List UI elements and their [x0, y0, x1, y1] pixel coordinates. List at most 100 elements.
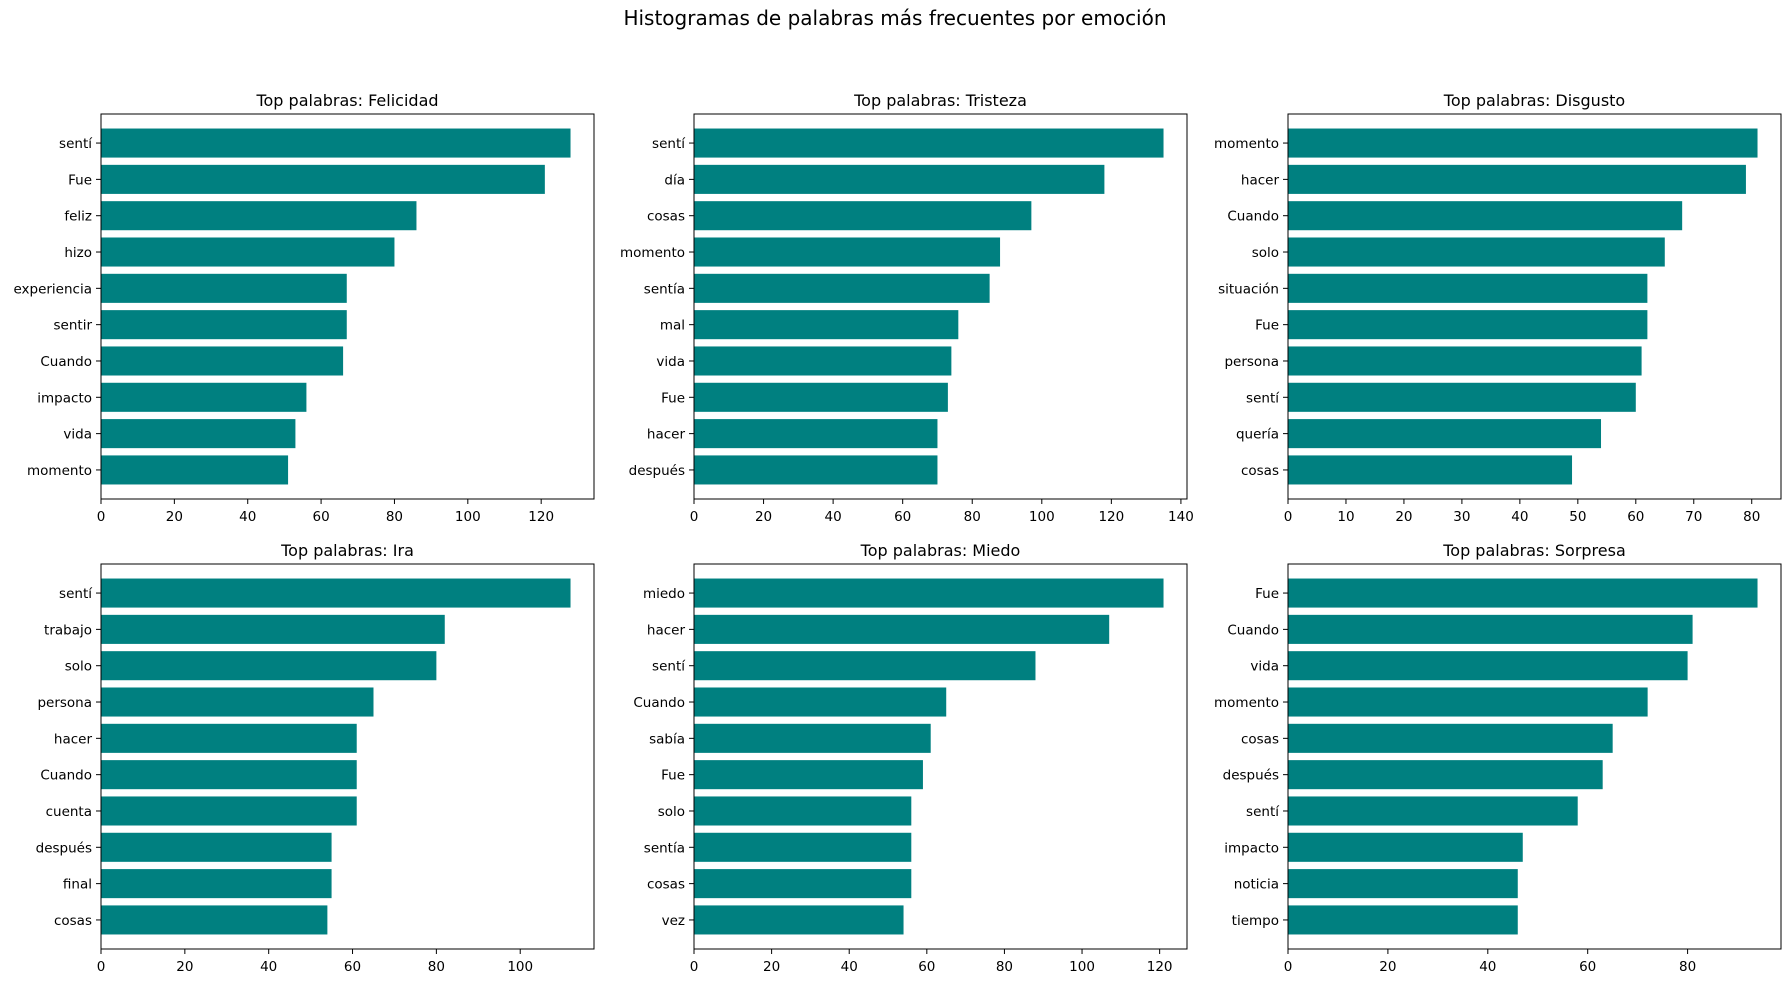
- x-tick-label: 100: [455, 509, 481, 525]
- x-tick-label: 80: [964, 509, 981, 525]
- y-tick-label: cosas: [1241, 731, 1279, 747]
- x-tick-label: 0: [1284, 959, 1293, 975]
- y-tick-label: sentí: [652, 659, 686, 675]
- axes-frame: [1287, 563, 1782, 950]
- y-tick-label: día: [664, 172, 685, 188]
- x-tick-label: 20: [1379, 959, 1396, 975]
- bar: [101, 614, 445, 644]
- y-tick-label: Cuando: [1227, 622, 1279, 638]
- bar: [101, 869, 332, 899]
- x-tick-label: 40: [1479, 959, 1496, 975]
- bar: [101, 578, 571, 608]
- x-tick-label: 50: [1569, 509, 1586, 525]
- y-tick-label: persona: [1224, 354, 1279, 370]
- y-tick-label: momento: [1214, 136, 1279, 152]
- y-tick-label: momento: [1214, 695, 1279, 711]
- axes-frame: [693, 113, 1188, 500]
- x-tick-label: 60: [1627, 509, 1644, 525]
- y-tick-label: Fue: [1255, 586, 1279, 602]
- subplot-title: Top palabras: Tristeza: [853, 91, 1027, 110]
- y-tick-label: Cuando: [633, 695, 685, 711]
- y-tick-label: feliz: [64, 209, 92, 225]
- x-tick-label: 0: [1284, 509, 1293, 525]
- y-tick-label: cosas: [647, 877, 685, 893]
- y-tick-label: sentía: [644, 281, 685, 297]
- bar: [101, 796, 357, 826]
- y-tick-label: hizo: [64, 245, 92, 261]
- axes-frame: [1287, 113, 1782, 500]
- y-tick-label: después: [1223, 768, 1279, 784]
- y-tick-label: hacer: [1241, 172, 1280, 188]
- y-tick-label: trabajo: [44, 622, 92, 638]
- x-tick-label: 0: [690, 959, 699, 975]
- subplot-title: Top palabras: Felicidad: [255, 91, 438, 110]
- x-tick-label: 40: [825, 509, 842, 525]
- y-tick-label: Fue: [661, 390, 685, 406]
- x-tick-label: 80: [996, 959, 1013, 975]
- bar: [1288, 455, 1573, 485]
- y-tick-label: quería: [1236, 427, 1279, 443]
- bar: [1288, 869, 1518, 899]
- bar: [1288, 346, 1642, 376]
- x-tick-label: 60: [312, 509, 329, 525]
- bar: [694, 723, 931, 753]
- y-tick-label: vida: [63, 427, 92, 443]
- y-tick-label: sentí: [1246, 804, 1280, 820]
- y-tick-label: sentí: [59, 136, 93, 152]
- bar: [1288, 164, 1746, 194]
- y-tick-label: sentí: [652, 136, 686, 152]
- x-tick-label: 20: [1395, 509, 1412, 525]
- y-tick-label: sentí: [1246, 390, 1280, 406]
- x-tick-label: 0: [97, 509, 106, 525]
- x-tick-label: 80: [428, 959, 445, 975]
- bar: [694, 419, 938, 449]
- axes-frame: [693, 563, 1188, 950]
- bar: [101, 382, 307, 412]
- bar: [694, 310, 959, 340]
- bar: [1288, 419, 1602, 449]
- x-tick-label: 80: [386, 509, 403, 525]
- bar: [694, 164, 1105, 194]
- bar: [1288, 128, 1758, 158]
- bar: [101, 832, 332, 862]
- subplot: sentí trabajo solo persona hacer Cuando cuenta…: [36, 541, 595, 975]
- bar: [1288, 273, 1648, 303]
- y-tick-label: final: [63, 877, 92, 893]
- x-tick-label: 100: [1069, 959, 1095, 975]
- bar: [101, 760, 357, 790]
- y-tick-label: experiencia: [13, 281, 92, 297]
- subplot: sentí Fue feliz hizo experiencia sentir Cuando…: [13, 91, 595, 525]
- bar: [1288, 723, 1613, 753]
- y-tick-label: persona: [37, 695, 92, 711]
- y-tick-label: hacer: [647, 622, 686, 638]
- x-tick-label: 100: [1029, 509, 1055, 525]
- y-tick-label: Cuando: [40, 354, 92, 370]
- y-tick-label: impacto: [1224, 840, 1279, 856]
- subplot-title: Top palabras: Miedo: [860, 541, 1021, 560]
- bar: [101, 723, 357, 753]
- bar: [694, 832, 912, 862]
- y-tick-label: solo: [1252, 245, 1279, 261]
- bar: [1288, 578, 1758, 608]
- y-tick-label: después: [36, 840, 92, 856]
- bar: [1288, 310, 1648, 340]
- bar: [1288, 687, 1648, 717]
- y-tick-label: sentí: [59, 586, 93, 602]
- bar: [694, 273, 990, 303]
- bar: [694, 237, 1001, 267]
- y-tick-label: sentía: [644, 840, 685, 856]
- y-tick-label: vida: [1250, 659, 1279, 675]
- bar: [1288, 905, 1518, 935]
- bar: [101, 273, 347, 303]
- y-tick-label: situación: [1218, 281, 1279, 297]
- y-tick-label: sabía: [649, 731, 685, 747]
- bar: [694, 346, 952, 376]
- y-tick-label: hacer: [54, 731, 93, 747]
- bar: [694, 687, 947, 717]
- subplot-title: Top palabras: Ira: [280, 541, 414, 560]
- x-tick-label: 20: [176, 959, 193, 975]
- subplot-title: Top palabras: Sorpresa: [1442, 541, 1626, 560]
- bar: [694, 578, 1164, 608]
- y-tick-label: sentir: [54, 318, 93, 334]
